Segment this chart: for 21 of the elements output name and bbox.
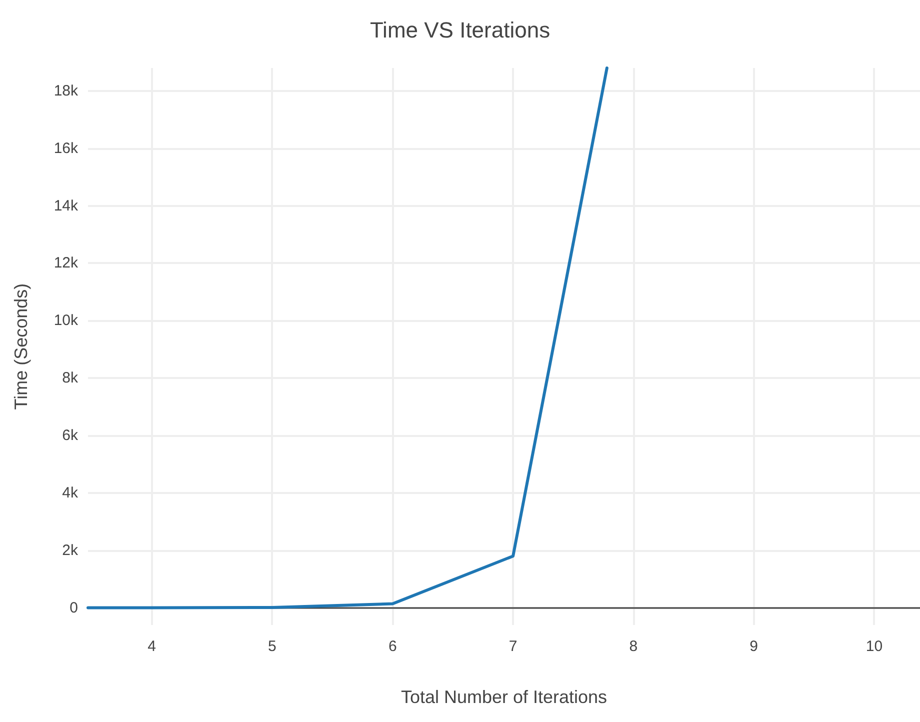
y-tick-label: 2k xyxy=(62,542,78,559)
chart-title: Time VS Iterations xyxy=(370,18,550,42)
y-tick-label: 16k xyxy=(54,140,78,157)
y-tick-label: 12k xyxy=(54,254,78,272)
line-series xyxy=(86,66,608,610)
x-axis-title: Total Number of Iterations xyxy=(400,687,608,707)
y-tick-label: 18k xyxy=(54,82,78,100)
y-tick-label: 8k xyxy=(62,370,78,387)
x-tick-label: 9 xyxy=(750,638,758,655)
x-tick-label: 6 xyxy=(388,638,397,655)
x-tick-label: 5 xyxy=(268,638,276,655)
y-tick-label: 6k xyxy=(62,427,78,444)
x-tick-label: 10 xyxy=(866,638,883,655)
x-tick-label: 7 xyxy=(508,638,518,655)
y-axis-title: Time (Seconds) xyxy=(11,283,31,410)
y-tick-label: 10k xyxy=(54,312,78,330)
y-tick-label: 14k xyxy=(54,197,78,214)
y-tick-label: 0 xyxy=(70,599,78,616)
x-tick-label: 4 xyxy=(148,638,156,655)
x-tick-label: 8 xyxy=(629,638,638,655)
y-tick-label: 4k xyxy=(62,484,78,502)
